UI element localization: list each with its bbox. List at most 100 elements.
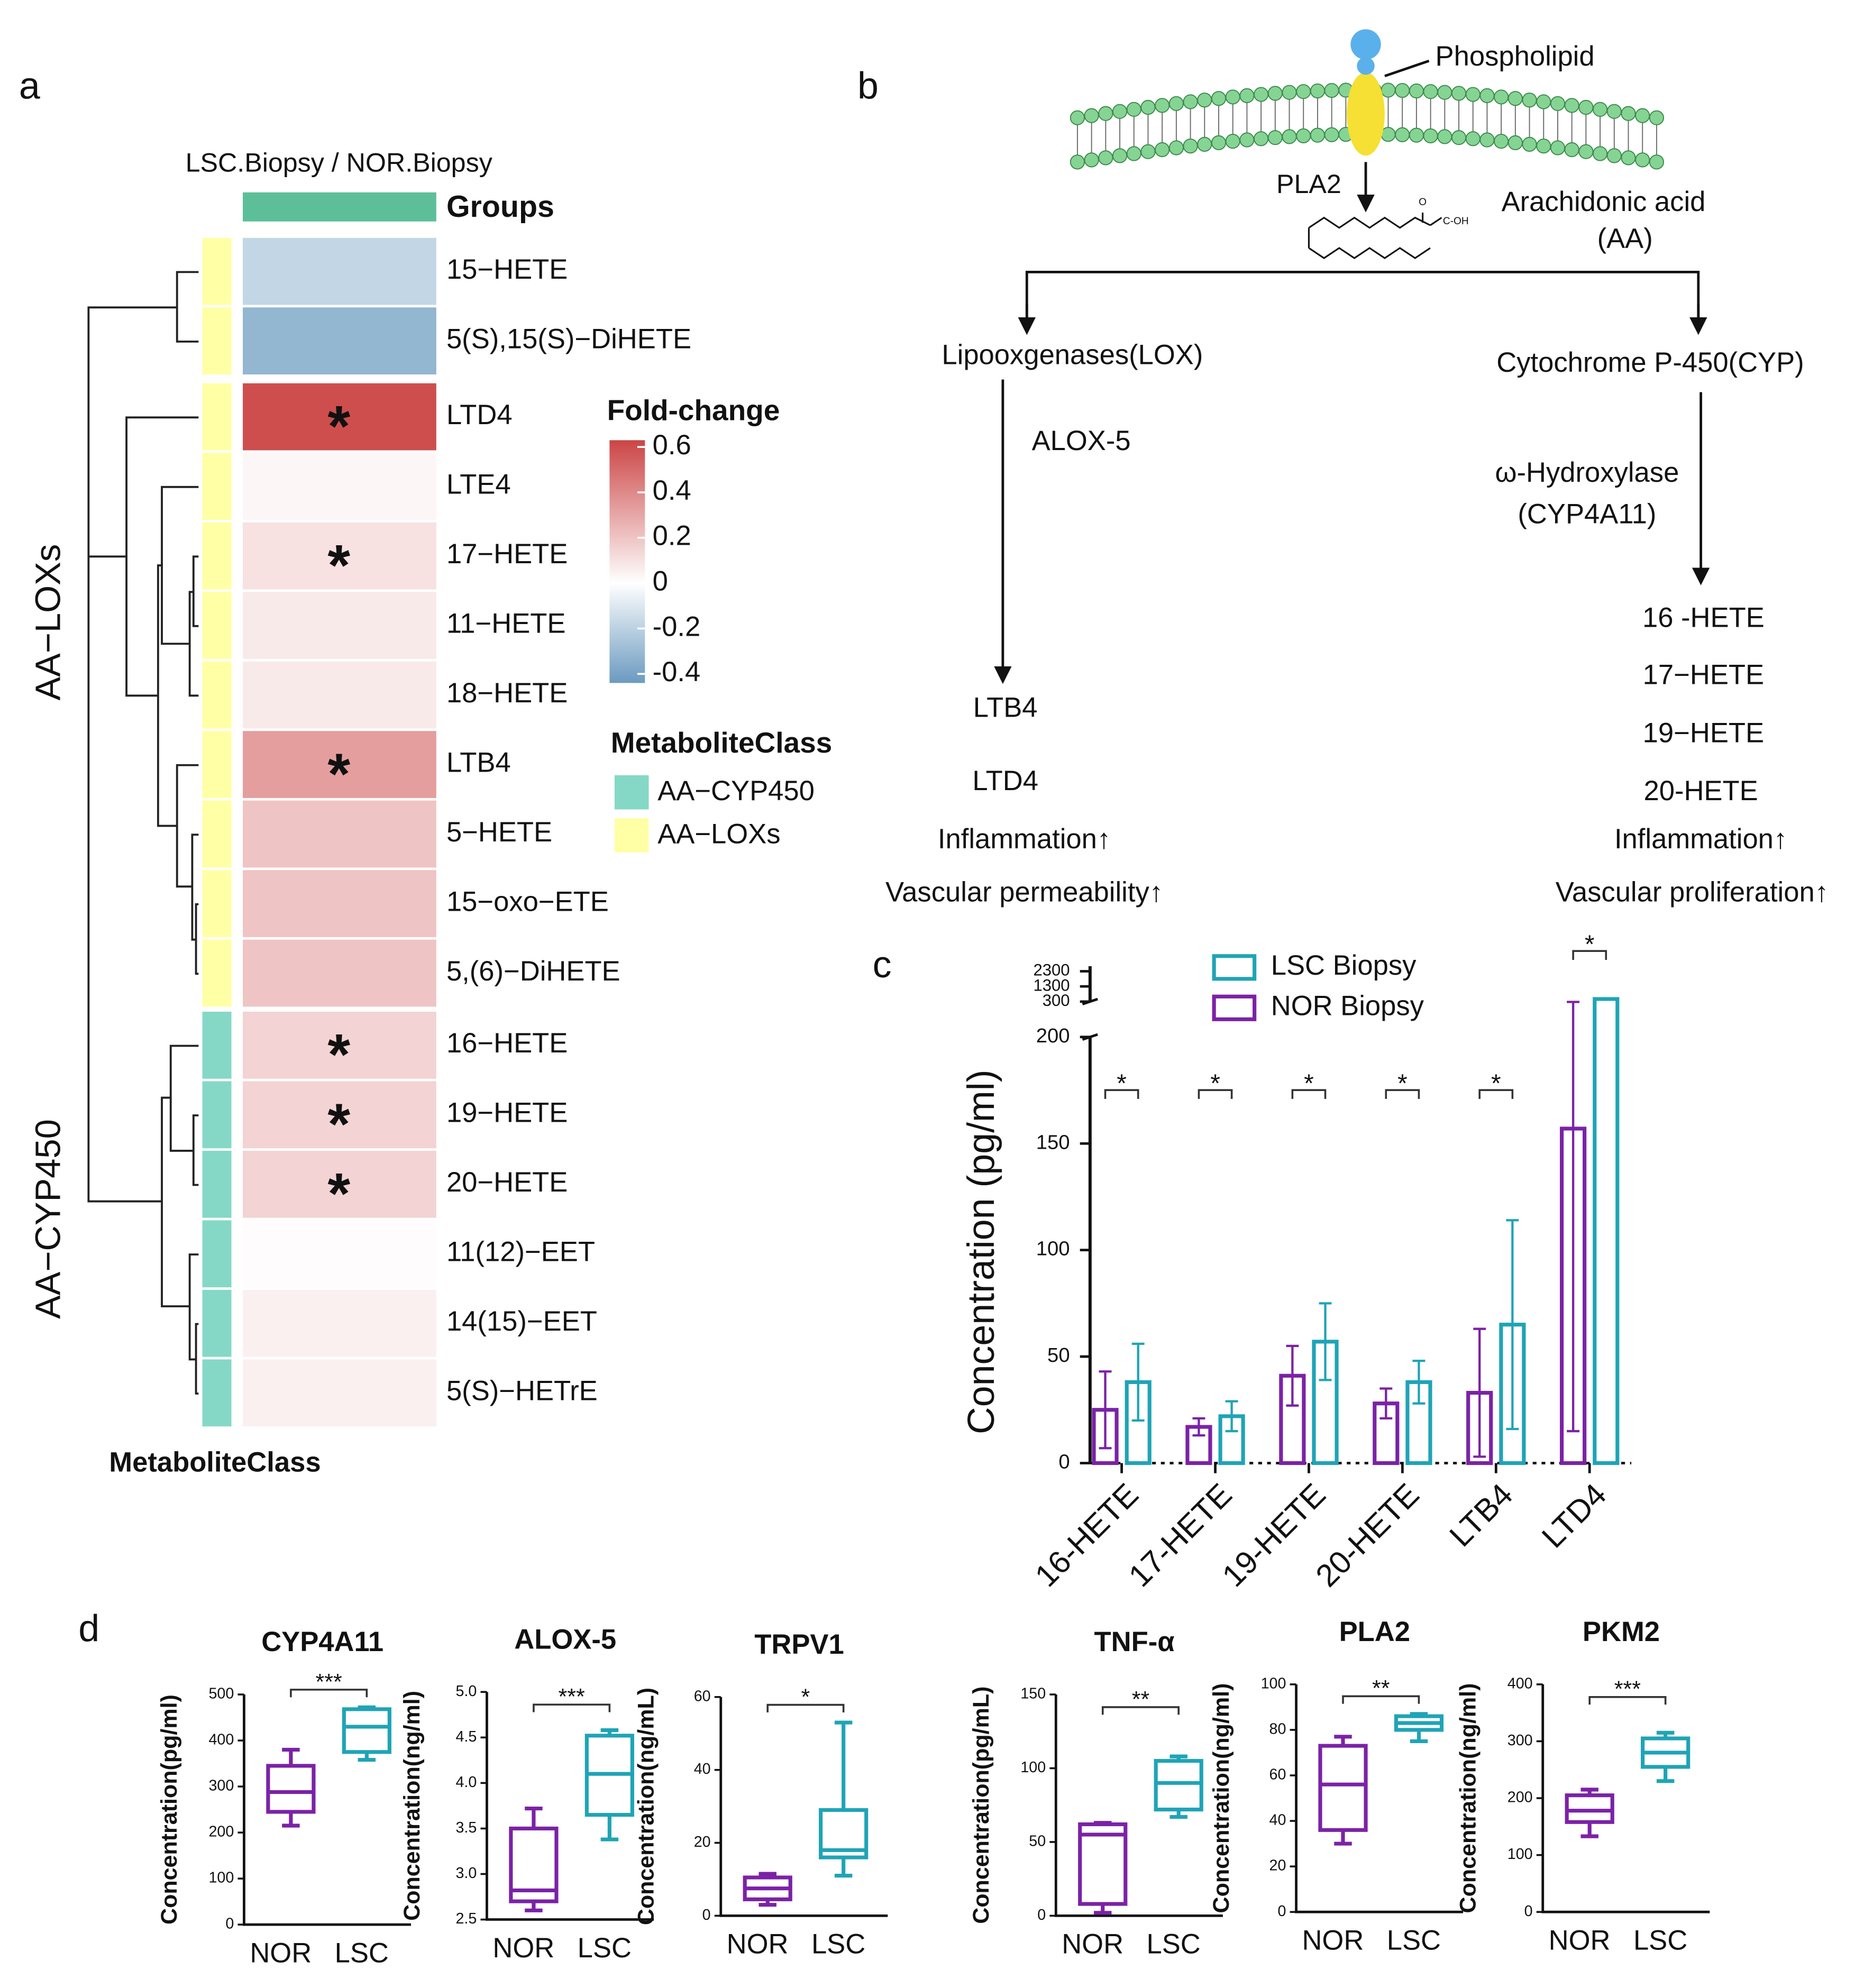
- y-tick-label: 100: [1020, 1759, 1046, 1776]
- lipid-head: [1084, 108, 1099, 123]
- legend-swatch: [1212, 954, 1257, 981]
- class-cell: [202, 1289, 232, 1357]
- panel-label: c: [873, 943, 892, 986]
- y-tick-label: 0: [1058, 1451, 1070, 1473]
- x-tick-label: NOR: [1302, 1925, 1364, 1956]
- lipid-head: [1183, 94, 1198, 109]
- y-tick-label: 200: [208, 1824, 234, 1840]
- significance-bracket: [1385, 1089, 1420, 1099]
- branch-effect: Vascular permeability↑: [885, 877, 1163, 908]
- y-tick-label: 20: [1269, 1857, 1286, 1874]
- lipid-head: [1564, 98, 1579, 113]
- heat-cell: [243, 1220, 436, 1288]
- legend-swatch: [1212, 994, 1257, 1021]
- y-tick-label: 400: [208, 1732, 234, 1748]
- box: [266, 1764, 316, 1814]
- lipid-head: [1536, 139, 1551, 154]
- bar: [1593, 997, 1620, 1465]
- heat-cell: [243, 1289, 436, 1357]
- y-tick-label: 20: [694, 1834, 711, 1850]
- x-tick-label: NOR: [1549, 1925, 1611, 1956]
- row-label: 16−HETE: [446, 1028, 568, 1059]
- phospholipid-head: [1350, 29, 1381, 60]
- lipid-head: [1522, 136, 1537, 152]
- y-tick-label: 40: [694, 1761, 711, 1778]
- y-tick-label: 60: [1269, 1766, 1286, 1783]
- class-cell: [202, 1081, 232, 1149]
- class-axis-label: MetaboliteClass: [109, 1447, 321, 1478]
- lipid-head: [1155, 142, 1170, 158]
- row-label: 11−HETE: [446, 608, 566, 639]
- significance-label: *: [1117, 1069, 1127, 1097]
- y-tick-label: 1300: [1033, 976, 1070, 994]
- lipid-head: [1451, 86, 1467, 101]
- significance-label: *: [801, 1684, 810, 1710]
- significance-label: *: [1491, 1069, 1501, 1097]
- class-legend-label: AA−LOXs: [657, 819, 780, 850]
- y-tick-label: 300: [1043, 991, 1070, 1010]
- lipid-head: [1112, 104, 1128, 119]
- branch-enzyme: ω-Hydroxylase: [1495, 457, 1679, 488]
- error-bar: [1506, 1219, 1519, 1431]
- heat-cell: [243, 592, 436, 659]
- lipid-head: [1621, 150, 1636, 166]
- branch-effect: Inflammation↑: [938, 823, 1111, 855]
- x-tick-label: LSC: [578, 1932, 632, 1964]
- y-axis-label: Concentration(ng/ml): [1209, 1683, 1234, 1913]
- lipid-head: [1465, 131, 1481, 146]
- y-tick-label: 2.5: [455, 1910, 477, 1927]
- legend-label: NOR Biopsy: [1271, 991, 1424, 1022]
- significance-bracket: [1588, 1696, 1667, 1705]
- heat-cell: [243, 453, 436, 520]
- box-title: ALOX-5: [514, 1624, 616, 1655]
- row-label: LTE4: [446, 469, 511, 500]
- y-tick-label: 150: [1020, 1685, 1046, 1702]
- error-bar: [1286, 1344, 1299, 1407]
- y-tick-label: 0: [702, 1907, 711, 1923]
- error-bar: [1225, 1400, 1238, 1433]
- lipid-head: [1451, 130, 1467, 145]
- dendrogram: [87, 271, 199, 1395]
- y-tick-label: 300: [208, 1778, 234, 1794]
- y-tick-label: 5.0: [455, 1683, 477, 1700]
- y-tick-label: 200: [1507, 1789, 1533, 1806]
- y-tick-label: 100: [1507, 1846, 1533, 1863]
- error-bar: [1099, 1370, 1112, 1450]
- lipid-head: [1140, 99, 1156, 115]
- error-bar: [1131, 1342, 1145, 1422]
- significance-label: *: [1397, 1069, 1408, 1097]
- row-label: 18−HETE: [446, 677, 568, 709]
- y-tick-label: 400: [1507, 1675, 1533, 1692]
- lipid-head: [1522, 93, 1537, 108]
- lipid-head: [1197, 136, 1212, 152]
- x-tick-label: 17-HETE: [1122, 1477, 1239, 1593]
- significance-star: *: [327, 1022, 350, 1087]
- lipid-head: [1606, 148, 1622, 163]
- lipid-head: [1239, 88, 1255, 103]
- y-tick-label: 300: [1507, 1732, 1533, 1749]
- x-tick-label: NOR: [492, 1932, 554, 1964]
- y-tick-label: 0: [1524, 1903, 1533, 1920]
- branch-effect: Inflammation↑: [1614, 823, 1787, 855]
- lipid-head: [1578, 99, 1594, 115]
- x-tick-label: 16-HETE: [1028, 1477, 1145, 1593]
- colorbar-tick-label: 0.4: [653, 475, 691, 506]
- x-tick-label: LSC: [1146, 1929, 1200, 1960]
- lipid-head: [1606, 104, 1622, 119]
- lipid-head: [1507, 91, 1523, 106]
- lipid-head: [1310, 83, 1326, 99]
- lipid-head: [1395, 83, 1410, 98]
- structure-label: O: [1419, 197, 1427, 208]
- product-label: (AA): [1597, 223, 1653, 254]
- significance-bracket: [1104, 1089, 1139, 1099]
- box: [1078, 1822, 1128, 1906]
- lipid-head: [1225, 89, 1240, 105]
- class-cell: [202, 800, 232, 868]
- significance-bracket: [1101, 1706, 1180, 1715]
- significance-star: *: [327, 741, 350, 807]
- x-tick-label: LSC: [1387, 1925, 1441, 1956]
- error-bar: [1473, 1327, 1486, 1458]
- box-title: TRPV1: [754, 1629, 844, 1660]
- lipid-head: [1225, 133, 1240, 149]
- x-tick-label: LSC: [811, 1929, 865, 1960]
